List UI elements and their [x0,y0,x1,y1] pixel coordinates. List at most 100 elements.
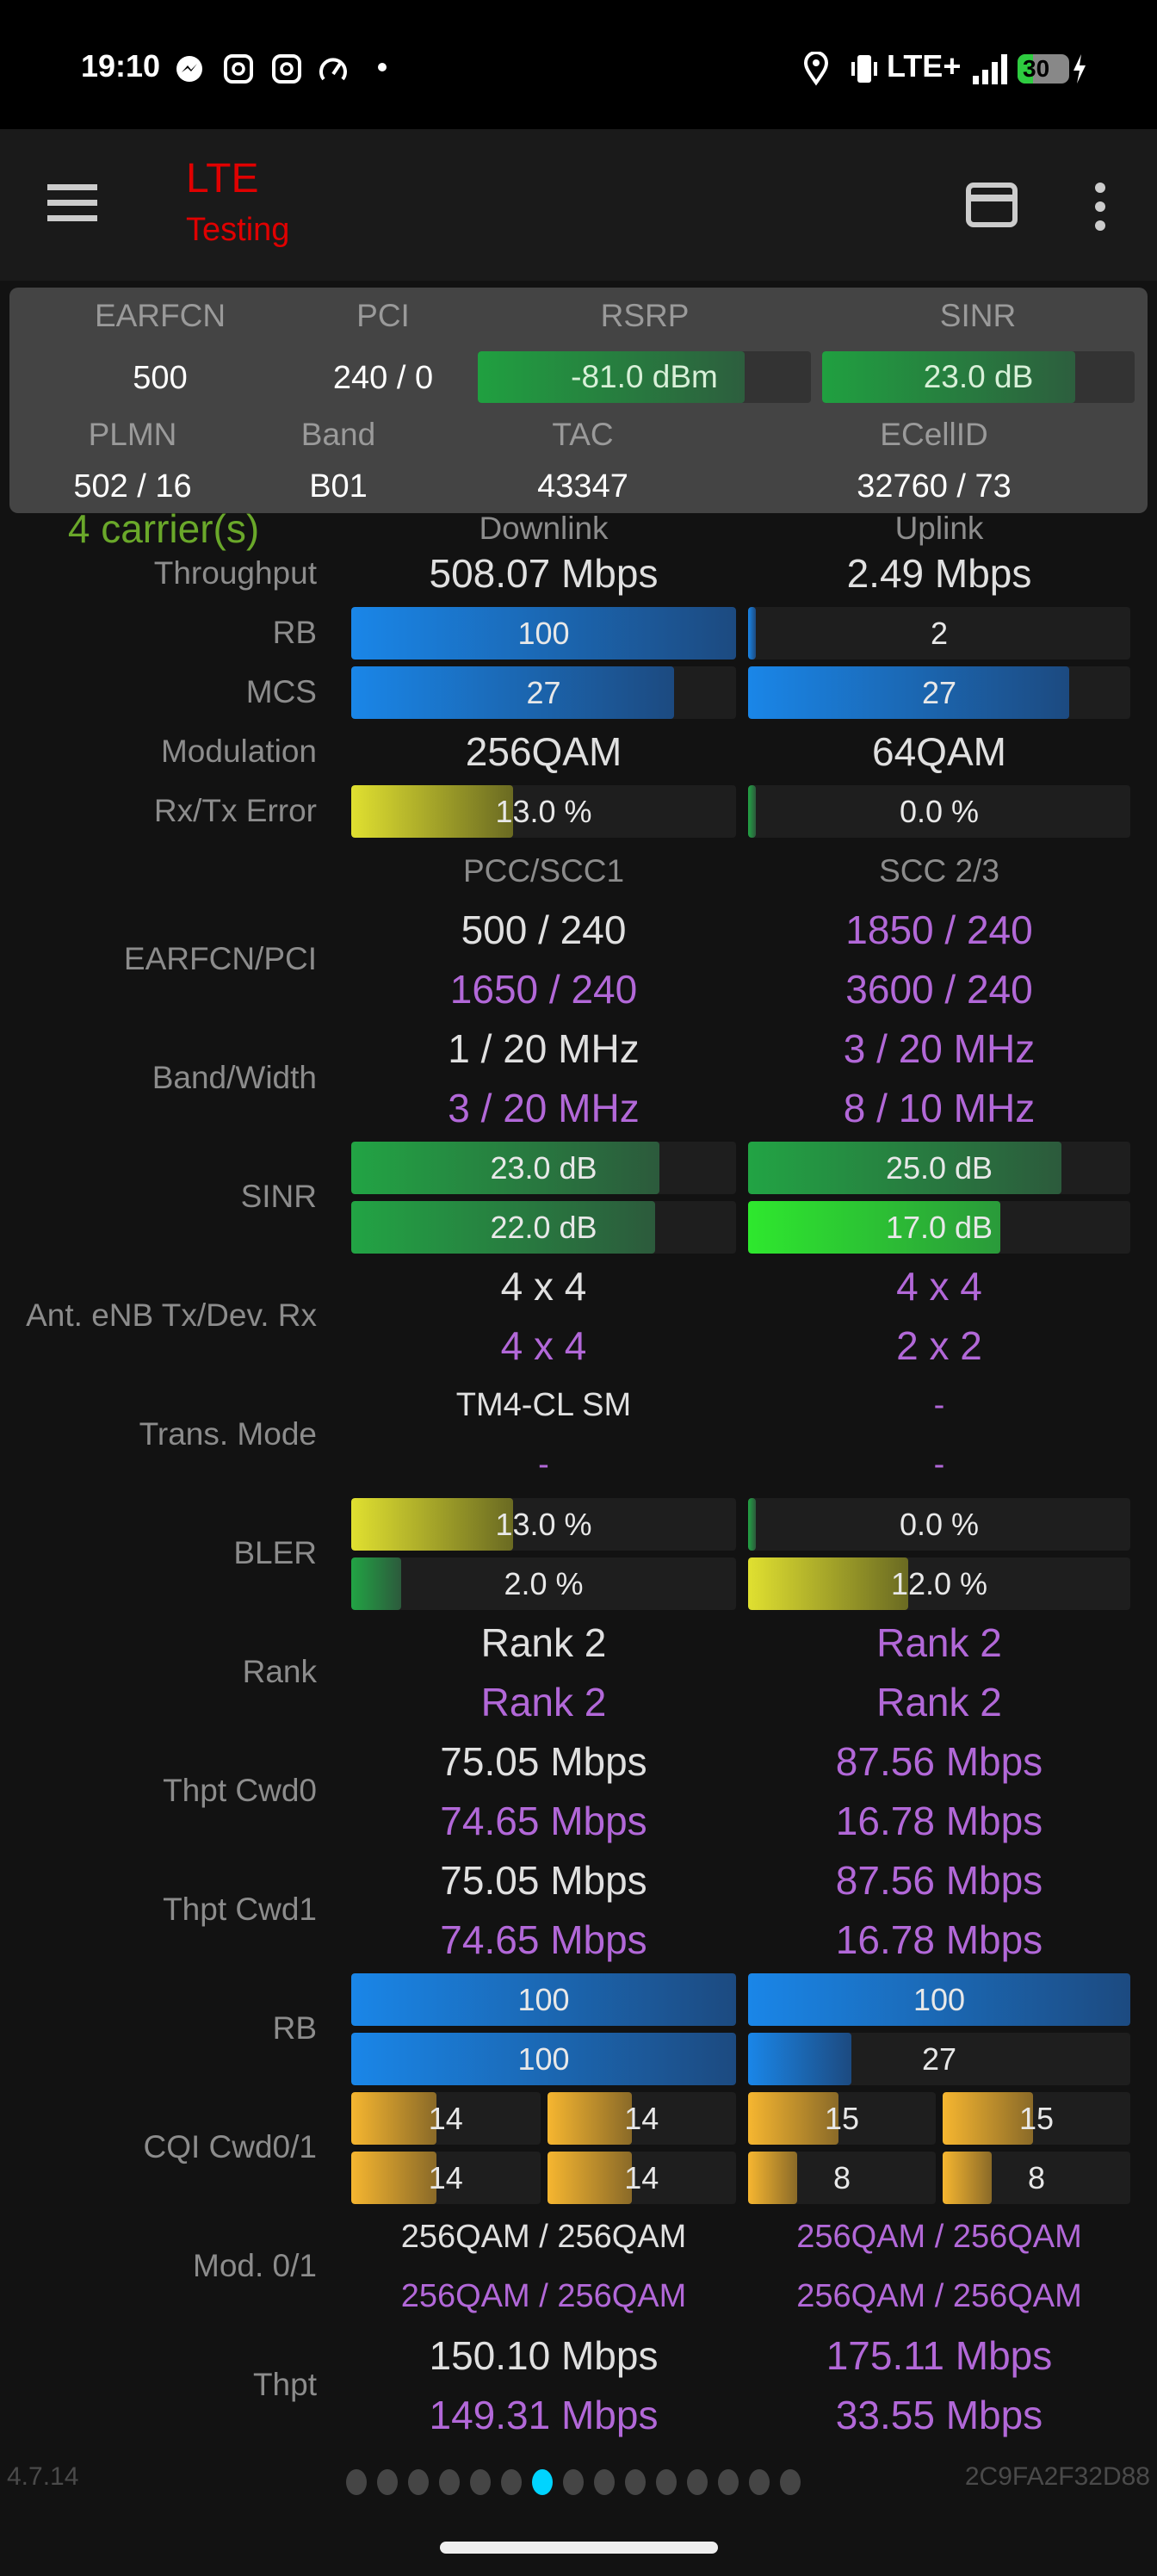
cell-bar: 2.0 % [351,1557,736,1610]
cell-bar-fill [351,1498,513,1551]
cell-bar: 100 [351,1973,736,2026]
cell-bar-value: 100 [517,2041,570,2077]
band-label: Band [300,417,376,452]
cell-value: 256QAM / 256QAM [796,2219,1082,2255]
speedometer-icon [319,58,347,81]
cell-value: 16.78 Mbps [835,1917,1043,1962]
cell-value: 16.78 Mbps [835,1799,1043,1843]
home-gesture-bar[interactable] [440,2542,718,2554]
cell-bar-fill [748,607,756,659]
cell-bar-value: 13.0 % [495,1507,592,1542]
cell-bar-fill [351,1142,659,1194]
cell-bar: 12.0 % [748,1557,1130,1610]
page-dot[interactable] [718,2469,739,2495]
row-label: Ant. eNB Tx/Dev. Rx [26,1297,317,1333]
cqi-bar-value: 15 [1018,2101,1055,2136]
cell-bar-value: 13.0 % [495,794,592,829]
instagram-icon [272,54,301,84]
cell-bar-value: 27 [526,675,561,710]
page-dot[interactable] [439,2469,460,2495]
app-version: 4.7.14 [7,2462,79,2491]
signal-icon [973,54,1007,84]
cell-value: 175.11 Mbps [826,2333,1053,2378]
cqi-bar-fill [547,2152,633,2204]
cell-bar-fill [748,1142,1062,1194]
cqi-bar-value: 14 [428,2101,463,2136]
page-dot[interactable] [346,2469,367,2495]
page-dot[interactable] [749,2469,770,2495]
sinr-value: 23.0 dB [923,359,1034,394]
cell-bar-fill [748,1973,1130,2026]
ecellid-value: 32760 / 73 [857,468,1012,505]
page-dot[interactable] [625,2469,646,2495]
network-type: LTE+ [887,48,962,84]
cell-value: 256QAM / 256QAM [400,2278,687,2314]
cell-value: 75.05 Mbps [440,1858,647,1903]
more-vert-icon[interactable] [1090,181,1111,232]
cell-bar-fill [748,785,756,838]
charging-bolt-icon [1073,54,1086,84]
cell-value: Rank 2 [480,1680,607,1725]
cell-bar-fill [351,1973,736,2026]
row-label: Modulation [160,733,317,769]
cell-bar-fill [748,1201,1001,1254]
band-value: B01 [309,468,368,505]
page-dot[interactable] [408,2469,429,2495]
page-dot[interactable] [656,2469,677,2495]
cell-bar-value: 25.0 dB [885,1150,993,1186]
cell-value: 1850 / 240 [845,907,1033,952]
cell-bar: 27 [351,666,736,719]
cell-bar-value: 23.0 dB [490,1150,597,1186]
cell-value: 8 / 10 MHz [843,1086,1036,1130]
row-label: RB [272,2010,317,2046]
page-dot[interactable] [594,2469,615,2495]
vibrate-icon [851,55,877,83]
cell-bar-fill [351,1557,402,1610]
cell-value: 500 / 240 [461,907,627,952]
cell-value: SCC 2/3 [879,853,999,889]
cell-bar-fill [351,785,513,838]
sinr-label: SINR [939,298,1017,333]
ecellid-label: ECellID [880,417,988,452]
cell-bar: 100 [351,607,736,659]
menu-icon[interactable] [47,183,97,222]
cell-value: - [933,1387,945,1423]
downlink-header: Downlink [479,511,609,546]
cell-value: 64QAM [872,729,1006,774]
row-label: CQI Cwd0/1 [143,2129,317,2164]
row-label: Thpt Cwd0 [163,1773,317,1808]
earfcn-label: EARFCN [94,298,226,333]
cell-bar: 22.0 dB [351,1201,736,1254]
card-icon[interactable] [966,183,1018,227]
cell-bar-value: 17.0 dB [885,1210,993,1245]
page-dot[interactable] [377,2469,398,2495]
page-indicator[interactable] [346,2469,801,2495]
cell-value: 33.55 Mbps [835,2393,1043,2437]
page-dot[interactable] [501,2469,522,2495]
cqi-bar-fill [748,2092,838,2145]
plmn-label: PLMN [88,417,177,452]
cell-bar-fill [351,666,675,719]
cell-value: 2.49 Mbps [846,551,1032,596]
cell-bar-fill [748,666,1069,719]
pci-label: PCI [356,298,410,333]
app-bar: LTE Testing [0,129,1157,281]
cell-value: 256QAM [465,729,622,774]
cell-value: 74.65 Mbps [440,1917,647,1962]
cell-bar-fill [748,1557,909,1610]
cell-value: 149.31 Mbps [429,2393,659,2437]
page-dot[interactable] [780,2469,801,2495]
page-dot[interactable] [563,2469,584,2495]
cqi-bar-fill [943,2152,992,2204]
cell-bar-fill [351,607,736,659]
row-label: Thpt [252,2367,317,2402]
cqi-bar-fill [351,2092,436,2145]
cell-value: 2 x 2 [896,1323,982,1368]
page-dot[interactable] [532,2469,553,2495]
location-icon [804,52,829,86]
cell-bar-fill [748,1498,756,1551]
page-dot[interactable] [470,2469,491,2495]
page-dot[interactable] [687,2469,708,2495]
tac-value: 43347 [537,468,628,505]
tac-label: TAC [552,417,614,452]
